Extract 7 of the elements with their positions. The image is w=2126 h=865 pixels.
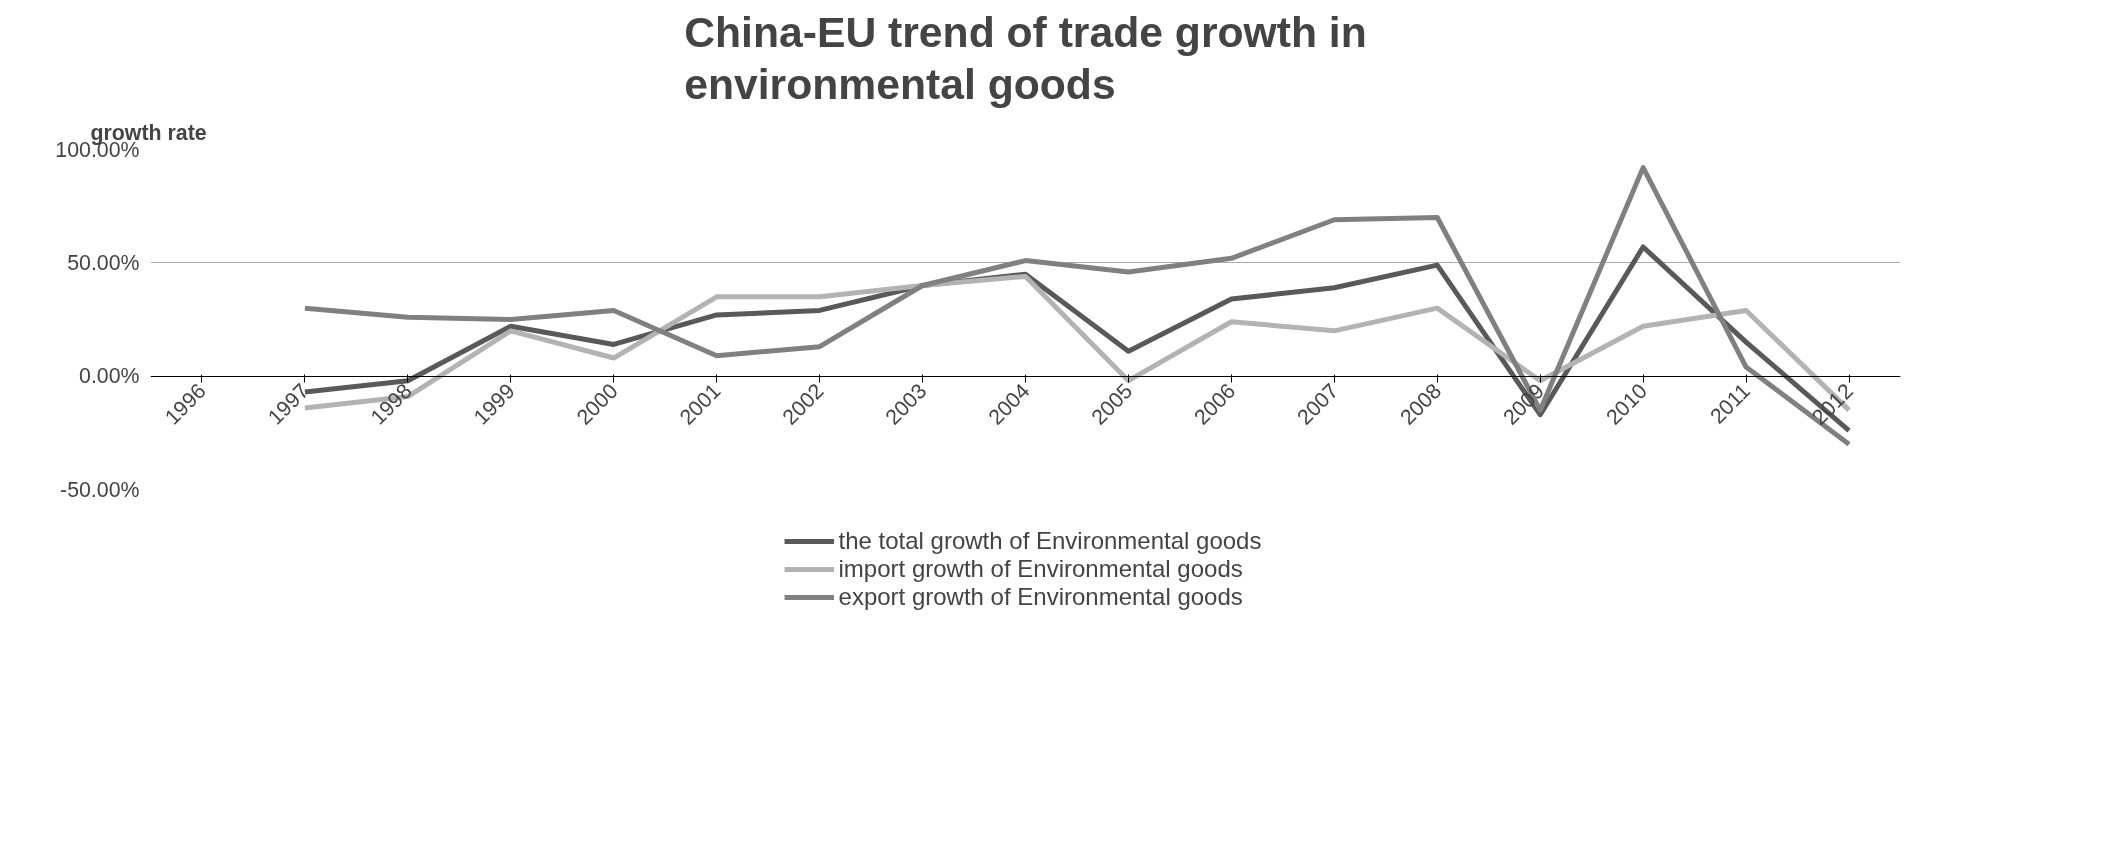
chart-title: China-EU trend of trade growth in environmental goods <box>684 7 1367 109</box>
y-tick-label: 50.00% <box>67 250 140 275</box>
y-tick-label: -50.00% <box>60 477 140 502</box>
y-tick-label: 0.00% <box>79 364 140 389</box>
legend-label: the total growth of Environmental goods <box>838 527 1262 555</box>
legend-label: export growth of Environmental goods <box>838 583 1243 611</box>
legend-label: import growth of Environmental goods <box>838 555 1243 583</box>
